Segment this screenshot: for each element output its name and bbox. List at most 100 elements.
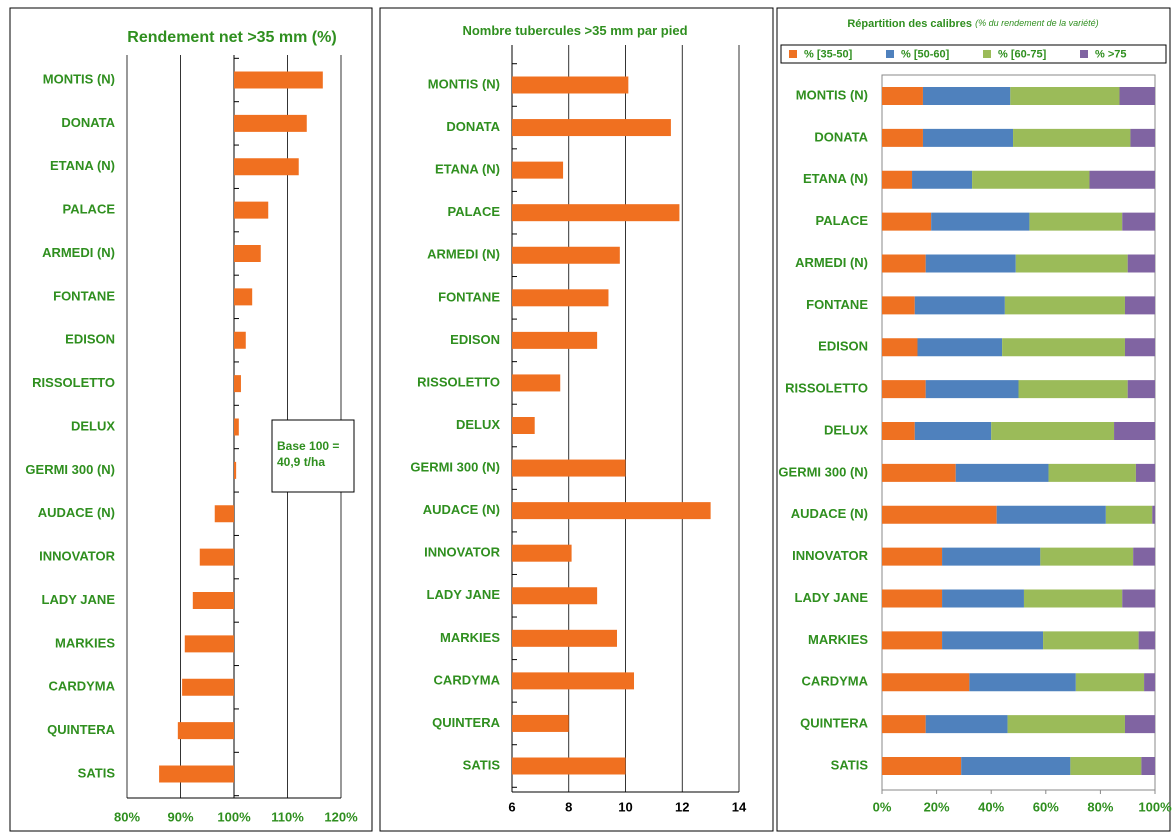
category-label: AUDACE (N) xyxy=(38,505,115,520)
bar xyxy=(512,629,617,647)
category-label: SATIS xyxy=(78,765,116,780)
legend-swatch xyxy=(1080,50,1088,58)
legend-label: % [50-60] xyxy=(901,48,950,60)
category-label: QUINTERA xyxy=(800,716,869,731)
bar-segment xyxy=(1127,254,1155,273)
category-label: LADY JANE xyxy=(795,590,869,605)
x-tick-label: 100% xyxy=(217,809,251,824)
category-label: RISSOLETTO xyxy=(32,375,115,390)
category-label: INNOVATOR xyxy=(424,545,500,560)
bar-segment xyxy=(1144,673,1155,692)
category-label: DONATA xyxy=(61,115,115,130)
category-label: FONTANE xyxy=(53,288,115,303)
bar-segment xyxy=(1114,422,1155,440)
bar xyxy=(234,461,237,479)
title-text: Répartition des calibres xyxy=(847,18,972,30)
bar-segment xyxy=(955,463,1049,482)
bar xyxy=(512,119,671,137)
category-label: FONTANE xyxy=(806,297,868,312)
bar-segment xyxy=(1138,631,1155,650)
bar-segment xyxy=(1105,505,1153,524)
bar xyxy=(512,502,711,520)
title-text: Rendement net >35 mm (%) xyxy=(127,29,336,46)
bar-segment xyxy=(996,505,1106,524)
bar xyxy=(234,331,246,349)
x-tick-label: 12 xyxy=(675,799,689,814)
bar xyxy=(512,672,635,690)
bar-segment xyxy=(882,715,926,734)
category-label: GERMI 300 (N) xyxy=(25,462,115,477)
category-label: CARDYMA xyxy=(802,674,869,689)
bar-segment xyxy=(942,589,1024,608)
bar-segment xyxy=(882,463,956,482)
category-label: MARKIES xyxy=(440,630,500,645)
panel xyxy=(776,7,1171,832)
category-label: ARMEDI (N) xyxy=(795,255,868,270)
category-label: MARKIES xyxy=(808,632,868,647)
category-label: SATIS xyxy=(463,757,501,772)
bar-segment xyxy=(1029,212,1123,231)
bar-segment xyxy=(991,422,1115,440)
bar-segment xyxy=(1048,463,1136,482)
annotation-box xyxy=(271,419,355,493)
legend-box xyxy=(780,44,1167,64)
bar-segment xyxy=(882,87,923,105)
category-label: ETANA (N) xyxy=(803,171,868,186)
category-label: EDISON xyxy=(65,332,115,347)
bar xyxy=(234,158,299,176)
bar-segment xyxy=(882,757,962,775)
bar-segment xyxy=(1018,380,1128,399)
category-label: DONATA xyxy=(446,119,500,134)
legend-label: % [60-75] xyxy=(998,48,1047,60)
bar-segment xyxy=(912,170,973,189)
bar-segment xyxy=(1141,757,1155,775)
category-label: ARMEDI (N) xyxy=(42,245,115,260)
category-label: INNOVATOR xyxy=(792,548,868,563)
category-label: ARMEDI (N) xyxy=(427,247,500,262)
bar-segment xyxy=(1007,715,1125,734)
bar-segment xyxy=(914,296,1005,315)
bar-segment xyxy=(1043,631,1139,650)
bar xyxy=(512,714,569,732)
category-label: LADY JANE xyxy=(427,587,501,602)
bar xyxy=(512,76,629,94)
bar-segment xyxy=(882,380,926,399)
category-label: PALACE xyxy=(63,202,116,217)
category-label: DONATA xyxy=(814,129,868,144)
bar-segment xyxy=(882,422,915,440)
bar-segment xyxy=(1002,338,1125,357)
category-label: MONTIS (N) xyxy=(796,87,868,102)
bar-segment xyxy=(925,380,1019,399)
title-text: Nombre tubercules >35 mm par pied xyxy=(462,23,687,38)
category-label: RISSOLETTO xyxy=(417,374,500,389)
bar-segment xyxy=(1070,757,1142,775)
bar-segment xyxy=(1124,715,1155,734)
category-label: AUDACE (N) xyxy=(423,502,500,517)
bar-segment xyxy=(1130,128,1155,147)
bar-segment xyxy=(922,128,1014,147)
category-label: GERMI 300 (N) xyxy=(778,464,868,479)
bar-segment xyxy=(1013,128,1131,147)
x-tick-label: 90% xyxy=(167,809,193,824)
x-tick-label: 20% xyxy=(924,799,950,814)
bar xyxy=(234,245,261,262)
x-tick-label: 80% xyxy=(1087,799,1113,814)
legend-swatch xyxy=(789,50,797,58)
x-tick-label: 40% xyxy=(978,799,1004,814)
annotation: Base 100 = xyxy=(277,439,339,453)
bar-segment xyxy=(1089,170,1155,189)
bar xyxy=(512,459,626,477)
bar xyxy=(182,678,234,696)
bar xyxy=(512,587,598,605)
category-label: RISSOLETTO xyxy=(785,381,868,396)
bar-segment xyxy=(882,338,918,357)
panel xyxy=(9,7,373,832)
bar xyxy=(159,765,234,783)
category-label: DELUX xyxy=(456,417,500,432)
category-label: ETANA (N) xyxy=(435,162,500,177)
category-label: DELUX xyxy=(824,422,868,437)
bar-segment xyxy=(882,505,997,524)
x-tick-label: 80% xyxy=(114,809,140,824)
bar xyxy=(512,374,561,392)
bar-segment xyxy=(882,547,943,566)
